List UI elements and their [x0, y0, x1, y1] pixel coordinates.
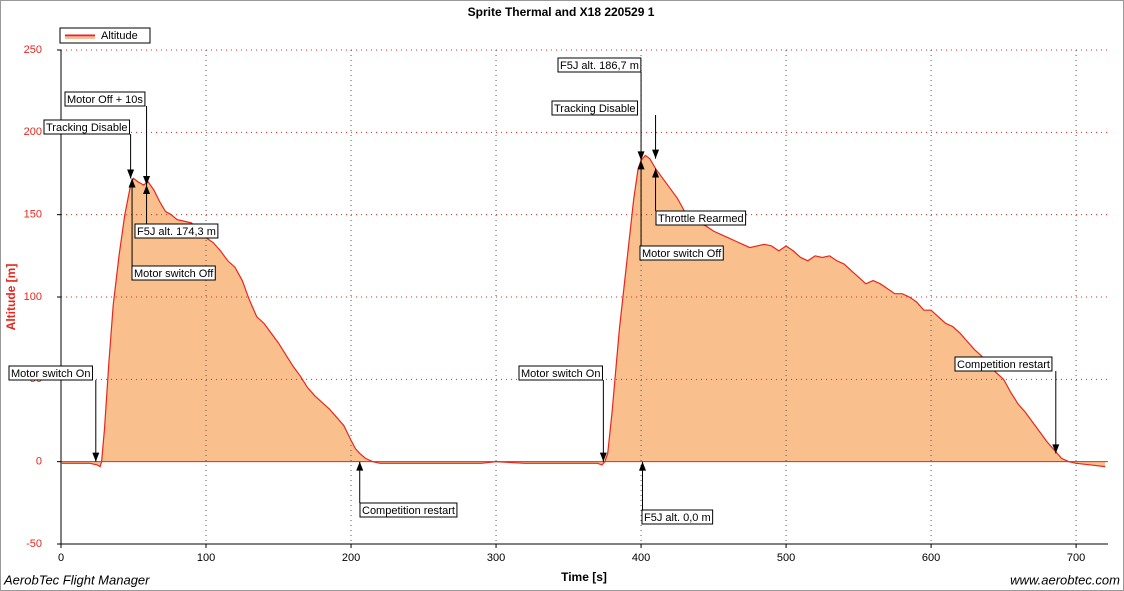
- arrow-head: [637, 151, 645, 161]
- annotation: Competition restart: [356, 461, 458, 518]
- annotation: F5J alt. 0,0 m: [639, 461, 714, 525]
- annotation-text: Tracking Disable: [554, 103, 636, 115]
- annotation-box: [8, 365, 93, 381]
- annotation-box: [954, 356, 1053, 372]
- annotation-text: F5J alt. 174,3 m: [137, 226, 216, 238]
- annotation-box: [134, 223, 219, 239]
- annotation-text: Motor switch Off: [134, 268, 214, 280]
- annotation-text: F5J alt. 0,0 m: [644, 512, 711, 524]
- x-tick-label: 400: [632, 552, 650, 564]
- annotation-text: Competition restart: [362, 505, 455, 517]
- annotation: Motor Off + 10s: [64, 91, 151, 186]
- arrow-head: [1052, 444, 1060, 454]
- annotation-box: [131, 265, 216, 281]
- annotation-text: Tracking Disable: [46, 122, 128, 134]
- x-tick-label: 200: [342, 552, 360, 564]
- annotation-box: [639, 245, 724, 261]
- annotation-box: [557, 57, 642, 73]
- annotation: F5J alt. 186,7 m: [557, 57, 645, 161]
- area: [61, 155, 1106, 467]
- arrow-head: [652, 168, 660, 178]
- x-tick-label: 300: [487, 552, 505, 564]
- annotation-text: Motor switch On: [11, 368, 90, 380]
- arrow-head: [356, 461, 364, 471]
- arrow-head: [143, 185, 151, 195]
- y-tick-label: 250: [24, 44, 42, 56]
- arrow-head: [128, 178, 136, 188]
- footer-right: www.aerobtec.com: [1010, 572, 1120, 587]
- arrow-head: [92, 452, 100, 462]
- x-axis-label: Time [s]: [561, 570, 607, 584]
- annotation: Motor switch Off: [637, 160, 724, 261]
- arrow-head: [637, 160, 645, 170]
- annotation: Competition restart: [954, 356, 1060, 454]
- y-tick-label: 150: [24, 209, 42, 221]
- x-tick-label: 600: [922, 552, 940, 564]
- annotation-box: [641, 509, 714, 525]
- annotation-box: [551, 100, 639, 116]
- annotation-text: Motor switch Off: [642, 248, 722, 260]
- annotation-box: [655, 210, 747, 226]
- annotation: Tracking Disable: [43, 119, 135, 179]
- arrow-head: [143, 176, 151, 186]
- annotation-box: [64, 91, 146, 107]
- annotation: Tracking Disable: [551, 100, 660, 159]
- annotation-text: Competition restart: [957, 359, 1050, 371]
- chart-title: Sprite Thermal and X18 220529 1: [468, 5, 655, 19]
- x-tick-label: 500: [777, 552, 795, 564]
- annotation-box: [43, 119, 131, 135]
- annotation-text: Throttle Rearmed: [658, 213, 744, 225]
- annotation-text: Motor switch On: [521, 368, 600, 380]
- annotation-text: Motor Off + 10s: [67, 94, 143, 106]
- annotation-text: F5J alt. 186,7 m: [560, 60, 639, 72]
- x-tick-label: 0: [58, 552, 64, 564]
- arrow-head: [599, 452, 607, 462]
- y-tick-label: 200: [24, 126, 42, 138]
- annotation: Motor switch Off: [128, 178, 216, 281]
- legend-box: [59, 27, 151, 44]
- x-tick-label: 100: [197, 552, 215, 564]
- annotation: F5J alt. 174,3 m: [134, 185, 219, 239]
- annotation-box: [518, 365, 603, 381]
- legend-label: Altitude: [101, 30, 138, 42]
- y-axis-label: Altitude [m]: [4, 264, 18, 331]
- y-tick-label: 100: [24, 291, 42, 303]
- arrow-head: [127, 169, 135, 179]
- arrow-head: [652, 149, 660, 159]
- y-tick-label: 0: [36, 456, 42, 468]
- annotation-box: [359, 502, 458, 518]
- footer-left: AerobTec Flight Manager: [3, 572, 150, 587]
- x-tick-label: 700: [1067, 552, 1085, 564]
- annotation: Motor switch On: [8, 365, 100, 462]
- y-tick-label: -50: [26, 538, 42, 550]
- annotation: Motor switch On: [518, 365, 607, 462]
- arrow-head: [639, 461, 647, 471]
- annotation: Throttle Rearmed: [652, 168, 747, 226]
